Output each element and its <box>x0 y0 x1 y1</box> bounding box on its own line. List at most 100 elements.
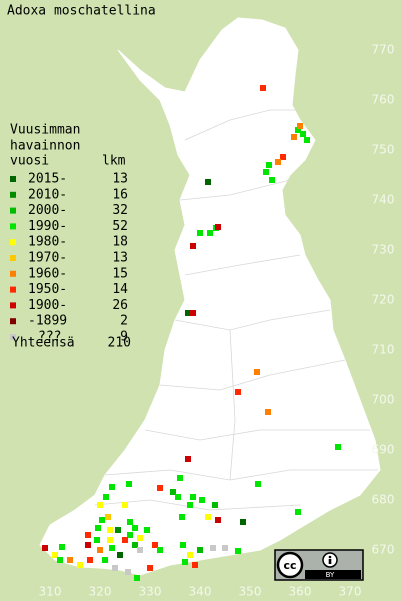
occurrence <box>207 230 213 236</box>
occurrence <box>269 177 275 183</box>
occurrence <box>187 502 193 508</box>
legend-swatch <box>10 176 16 182</box>
occurrence <box>300 131 306 137</box>
occurrence <box>240 519 246 525</box>
x-tick-label: 360 <box>289 585 312 599</box>
legend-label: 1970- <box>28 251 67 266</box>
occurrence <box>215 224 221 230</box>
y-tick-label: 750 <box>372 143 395 157</box>
occurrence <box>102 557 108 563</box>
x-tick-label: 350 <box>239 585 262 599</box>
y-tick-label: 740 <box>372 193 395 207</box>
legend-label: ??? <box>38 330 61 345</box>
license-label: BY <box>326 571 335 579</box>
occurrence <box>137 547 143 553</box>
occurrence <box>109 484 115 490</box>
legend-swatch <box>10 286 16 293</box>
legend-count: 26 <box>112 298 128 313</box>
license-badge: cc BY <box>274 549 364 581</box>
legend-count-heading: lkm <box>102 154 126 169</box>
occurrence <box>297 123 303 129</box>
region-borders <box>94 109 378 511</box>
y-tick-label: 720 <box>372 293 395 307</box>
legend-label: 1900- <box>28 298 67 313</box>
occurrence <box>137 535 143 541</box>
legend-label: 1980- <box>28 235 67 250</box>
occurrence <box>107 537 113 543</box>
occurrence <box>275 159 281 165</box>
occurrence <box>170 489 176 495</box>
occurrence <box>235 389 241 395</box>
x-tick-label: 330 <box>139 585 162 599</box>
x-tick-label: 370 <box>339 585 362 599</box>
occurrence <box>190 310 196 316</box>
occurrence <box>127 519 133 525</box>
occurrence <box>254 369 260 375</box>
legend-count: 13 <box>112 172 128 187</box>
occurrence <box>235 548 241 554</box>
occurrence <box>59 544 65 550</box>
occurrence <box>85 532 91 538</box>
occurrence <box>99 517 105 523</box>
legend-heading: vuosi <box>10 154 49 169</box>
occurrence <box>255 481 261 487</box>
y-tick-label: 680 <box>372 493 395 507</box>
y-tick-label: 670 <box>372 543 395 557</box>
occurrence <box>295 509 301 515</box>
occurrence <box>263 169 269 175</box>
occurrence <box>157 547 163 553</box>
legend-count: 52 <box>112 219 128 234</box>
y-tick-label: 760 <box>372 93 395 107</box>
legend-swatch <box>10 334 16 340</box>
country-outline <box>39 17 381 576</box>
occurrence <box>205 179 211 185</box>
legend-label: 1960- <box>28 266 67 281</box>
legend-count: 16 <box>112 187 128 202</box>
occurrence <box>125 569 131 575</box>
occurrence <box>132 525 138 531</box>
legend-count: 13 <box>112 251 128 266</box>
legend-heading: havainnon <box>10 139 80 154</box>
occurrence <box>212 502 218 508</box>
legend-swatch <box>10 207 16 214</box>
occurrence <box>185 310 191 316</box>
title: Adoxa moschatellina <box>7 4 156 19</box>
y-tick-label: 730 <box>372 243 395 257</box>
legend-count: 2 <box>120 314 128 329</box>
occurrence <box>97 547 103 553</box>
occurrence <box>190 243 196 249</box>
legend-count: 18 <box>112 235 128 250</box>
occurrence <box>265 409 271 415</box>
occurrence <box>77 562 83 568</box>
legend-swatch <box>10 270 16 277</box>
occurrence <box>103 494 109 500</box>
x-tick-label: 340 <box>189 585 212 599</box>
legend-heading: Vuusimman <box>10 123 80 138</box>
legend-total-label: Yhteensä <box>12 336 75 351</box>
occurrence <box>134 575 140 581</box>
occurrence <box>199 497 205 503</box>
occurrence <box>185 456 191 462</box>
occurrence <box>147 565 153 571</box>
legend-swatch <box>10 191 16 198</box>
occurrence <box>94 537 100 543</box>
occurrence <box>109 545 115 551</box>
occurrence <box>175 494 181 500</box>
occurrence <box>122 537 128 543</box>
occurrence <box>85 542 91 548</box>
occurrence <box>215 517 221 523</box>
occurrence <box>115 527 121 533</box>
occurrence <box>222 545 228 551</box>
occurrence <box>117 552 123 558</box>
occurrence <box>197 230 203 236</box>
occurrence <box>179 514 185 520</box>
occurrence <box>304 137 310 143</box>
occurrence <box>192 562 198 568</box>
legend-count: 32 <box>112 203 128 218</box>
y-tick-label: 770 <box>372 43 395 57</box>
legend-swatch <box>10 318 16 325</box>
svg-text:cc: cc <box>283 559 296 572</box>
legend-count: 15 <box>112 266 128 281</box>
occurrence <box>127 532 133 538</box>
